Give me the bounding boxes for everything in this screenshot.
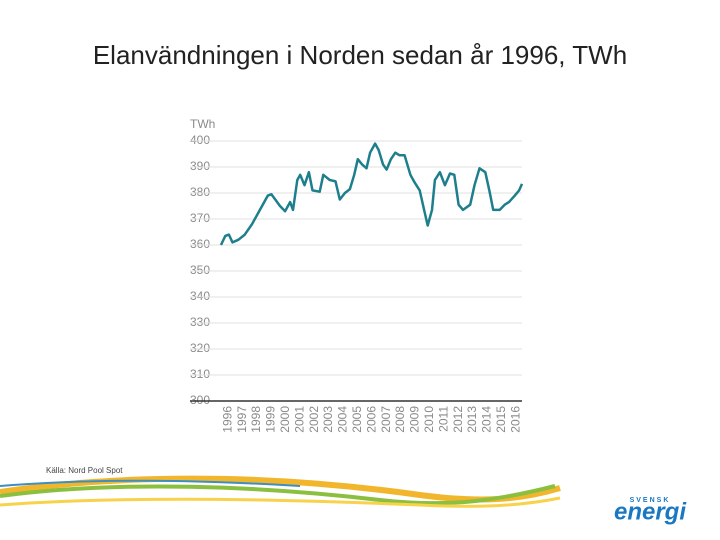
- swoosh-green: [0, 484, 556, 506]
- logo-top: SVENSK: [630, 497, 671, 504]
- x-tick-label: 2011: [436, 406, 450, 432]
- x-tick-label: 2007: [379, 406, 393, 433]
- y-tick-label: 340: [190, 289, 210, 303]
- x-tick-label: 2014: [480, 406, 494, 433]
- swoosh-yellow-2: [0, 496, 561, 508]
- x-tick-label: 2000: [278, 406, 292, 433]
- y-tick-label: 370: [190, 211, 210, 225]
- decoration: [0, 475, 561, 508]
- y-tick-label: 330: [190, 315, 210, 329]
- source: Källa: Nord Pool Spot: [46, 466, 123, 475]
- y-tick-label: 400: [190, 133, 210, 147]
- x-tick-label: 1996: [220, 406, 234, 433]
- logo: energi: [614, 498, 687, 525]
- x-tick-label: 2005: [350, 406, 364, 433]
- y-tick-label: 320: [190, 341, 210, 355]
- x-tick-label: 2002: [307, 406, 321, 433]
- y-tick-label: 300: [190, 393, 210, 407]
- x-tick-label: 2013: [465, 406, 479, 433]
- y-tick-label: 380: [190, 185, 210, 199]
- x-tick-label: 1997: [235, 406, 249, 433]
- slide-title: Elanvändningen i Norden sedan år 1996, T…: [93, 40, 627, 70]
- y-axis-label: TWh: [190, 117, 215, 131]
- x-tick-label: 1999: [264, 406, 278, 433]
- y-tick-label: 310: [190, 367, 210, 381]
- x-tick-label: 2016: [508, 406, 522, 433]
- y-tick-label: 350: [190, 263, 210, 277]
- x-tick-label: 2015: [494, 406, 508, 433]
- x-tick-label: 1998: [249, 406, 263, 433]
- x-tick-label: 2004: [336, 406, 350, 433]
- x-tick-label: 2010: [422, 406, 436, 433]
- y-tick-label: 360: [190, 237, 210, 251]
- y-tick-label: 390: [190, 159, 210, 173]
- x-tick-label: 2003: [321, 406, 335, 433]
- series-line: [219, 142, 524, 246]
- x-tick-label: 2009: [408, 406, 422, 433]
- swoosh-blue: [0, 479, 301, 487]
- x-tick-label: 2006: [364, 406, 378, 433]
- x-tick-label: 2012: [451, 406, 465, 433]
- x-tick-label: 2008: [393, 406, 407, 433]
- x-tick-label: 2001: [292, 406, 306, 433]
